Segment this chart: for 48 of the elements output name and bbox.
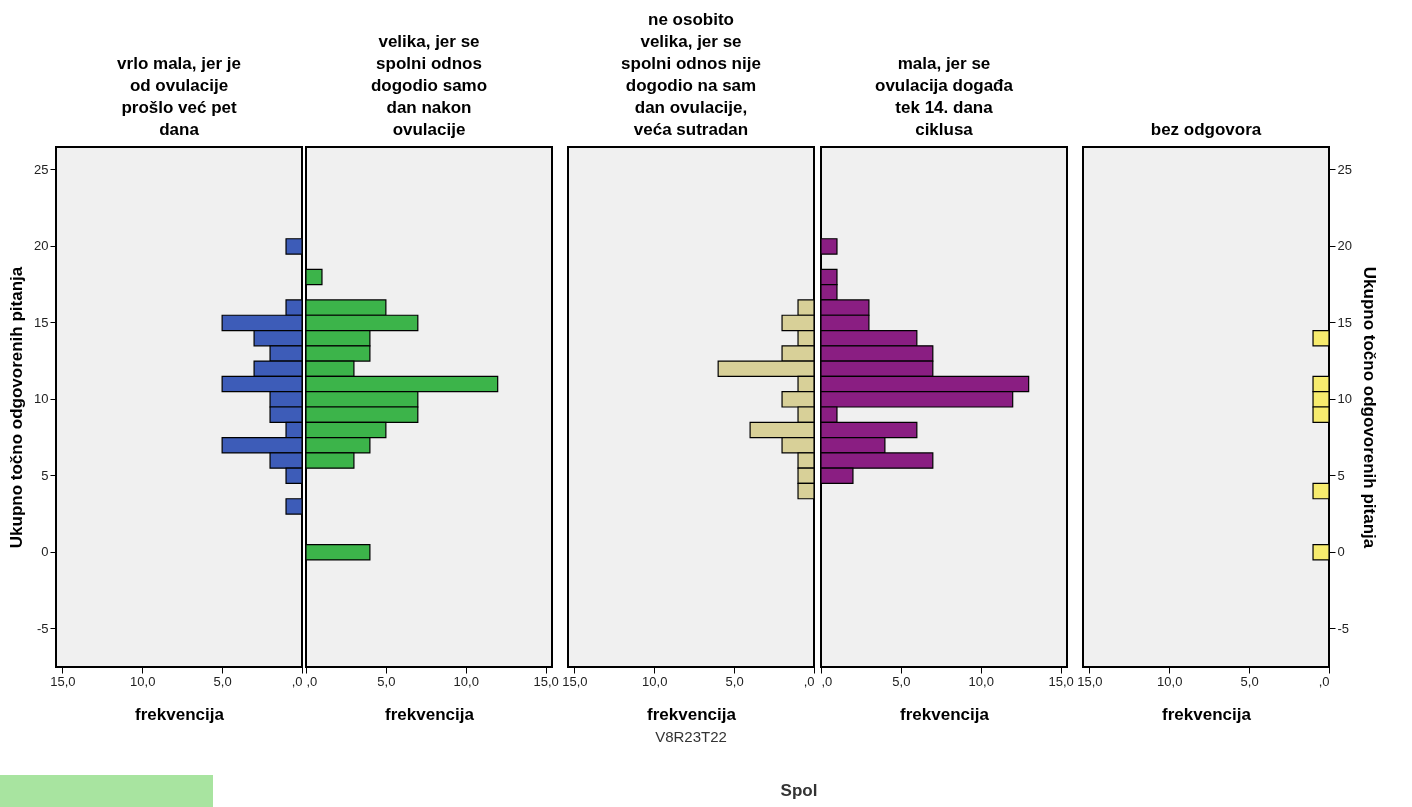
x-axis-title: frekvencija [900,704,990,724]
x-tick-label: 15,0 [533,673,559,689]
y-tick-label: 20 [1337,238,1352,254]
y-tick-label: 0 [1337,544,1345,560]
y2-axis-title: Ukupno točno odgovorenih pitanja [1359,266,1379,549]
x-tick-label: 15,0 [562,673,588,689]
x-tick-label: 10,0 [453,673,479,689]
chart-title: mala, jer se ovulacija događa tek 14. dana ciklusa [875,54,1014,139]
y-tick-label: 20 [34,238,49,254]
x-tick-label: 15,0 [50,673,76,689]
x-axis-title: frekvencija [385,704,475,724]
x-tick-label: ,0 [803,673,815,689]
x-axis-title: frekvencija [135,704,225,724]
chart-title: bez odgovora [1150,120,1262,139]
chart-title: velika, jer se spolni odnos dogodio samo dan nakon ovulacije [370,32,488,139]
x-tick-label: 5,0 [213,673,232,689]
x-tick-label: 10,0 [642,673,668,689]
x-axis-title: frekvencija [647,704,737,724]
y-tick-label: 5 [41,467,49,483]
y-tick-label: 5 [1337,467,1345,483]
x-tick-label: ,0 [306,673,318,689]
x-tick-label: ,0 [821,673,833,689]
y-tick-label: 0 [41,544,49,560]
y-tick-label: 10 [1337,391,1352,407]
y-tick-label: 25 [1337,161,1352,177]
text: V8R23T22 [655,728,727,745]
x-axis-title: frekvencija [1162,704,1252,724]
x-tick-label: 15,0 [1048,673,1074,689]
y-tick-label: 15 [1337,314,1352,330]
x-tick-label: 10,0 [1157,673,1183,689]
text: Spol [780,781,818,800]
x-tick-label: 15,0 [1077,673,1103,689]
y-tick-label: -5 [36,620,49,636]
x-tick-label: ,0 [291,673,303,689]
x-tick-label: 10,0 [968,673,994,689]
x-tick-label: 5,0 [1240,673,1259,689]
y-axis-title: Ukupno točno odgovorenih pitanja [7,266,27,549]
chart-title: ne osobito velika, jer se spolni odnos nije dogodio na sam dan ovulacije, veća sutradan [621,10,761,139]
x-tick-label: 10,0 [130,673,156,689]
x-tick-label: 5,0 [892,673,911,689]
x-tick-label: 5,0 [725,673,744,689]
y-tick-label: 10 [34,391,49,407]
y-tick-label: -5 [1337,620,1350,636]
chart-title: vrlo mala, jer je od ovulacije prošlo već pet dana [117,54,241,139]
y-tick-label: 15 [34,314,49,330]
x-tick-label: 5,0 [377,673,396,689]
x-tick-label: ,0 [1318,673,1330,689]
y-tick-label: 25 [34,161,49,177]
